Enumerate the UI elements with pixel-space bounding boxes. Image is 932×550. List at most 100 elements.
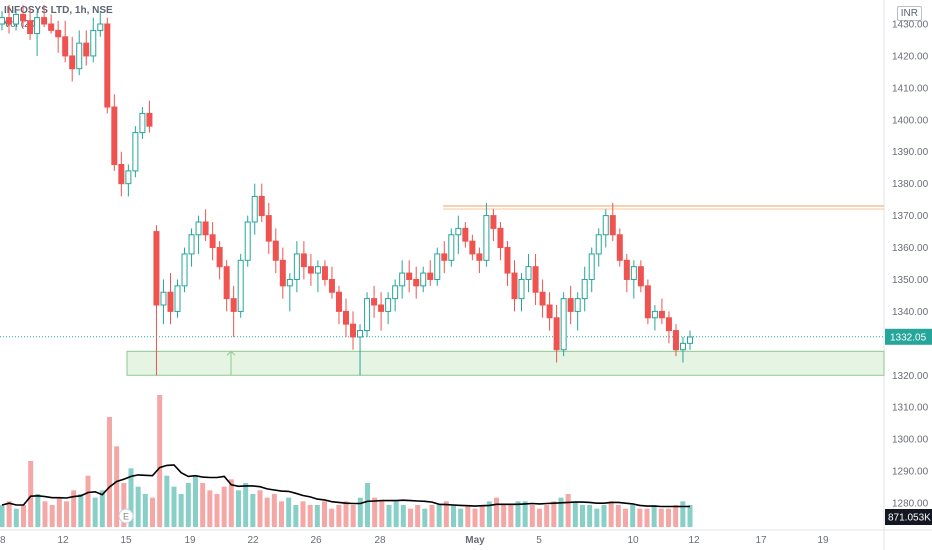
candle-body[interactable] bbox=[385, 298, 392, 312]
candle-body[interactable] bbox=[420, 272, 427, 287]
candle-body[interactable] bbox=[300, 253, 307, 268]
candle-body[interactable] bbox=[265, 215, 272, 242]
candle-body[interactable] bbox=[97, 23, 104, 31]
candle-body[interactable] bbox=[525, 266, 532, 280]
candle-body[interactable] bbox=[62, 36, 69, 57]
candle-body[interactable] bbox=[644, 285, 651, 319]
candle-body[interactable] bbox=[258, 195, 265, 217]
candle-body[interactable] bbox=[335, 291, 342, 312]
candle-body[interactable] bbox=[321, 266, 328, 280]
candle-body[interactable] bbox=[434, 253, 441, 280]
candle-body[interactable] bbox=[343, 310, 349, 325]
candle-body[interactable] bbox=[209, 234, 216, 249]
candle-body[interactable] bbox=[90, 29, 97, 57]
candle-body[interactable] bbox=[371, 298, 378, 306]
candle-body[interactable] bbox=[13, 13, 20, 25]
candle-body[interactable] bbox=[546, 304, 553, 319]
candle-body[interactable] bbox=[567, 298, 574, 312]
candle-body[interactable] bbox=[616, 234, 623, 261]
candle-body[interactable] bbox=[286, 278, 293, 287]
candle-body[interactable] bbox=[202, 221, 209, 236]
candle-body[interactable] bbox=[27, 20, 34, 35]
candle-body[interactable] bbox=[504, 247, 511, 274]
candle-body[interactable] bbox=[399, 272, 406, 287]
candle-body[interactable] bbox=[455, 227, 462, 236]
candle-body[interactable] bbox=[511, 272, 518, 300]
candle-body[interactable] bbox=[167, 291, 174, 312]
support-zone[interactable] bbox=[126, 350, 885, 376]
candle-body[interactable] bbox=[469, 240, 476, 255]
candle-body[interactable] bbox=[251, 195, 258, 223]
candle-body[interactable] bbox=[679, 342, 686, 351]
candle-body[interactable] bbox=[139, 112, 146, 134]
candle-body[interactable] bbox=[146, 112, 153, 127]
candle-body[interactable] bbox=[125, 170, 132, 185]
candle-body[interactable] bbox=[153, 231, 160, 306]
candle-body[interactable] bbox=[69, 55, 76, 70]
candle-body[interactable] bbox=[574, 298, 581, 312]
candle-body[interactable] bbox=[490, 215, 497, 229]
candle-body[interactable] bbox=[55, 29, 62, 38]
candle-body[interactable] bbox=[272, 240, 279, 261]
candle-body[interactable] bbox=[104, 23, 111, 108]
candle-body[interactable] bbox=[83, 42, 90, 57]
candle-body[interactable] bbox=[20, 13, 27, 22]
candle-body[interactable] bbox=[34, 17, 41, 35]
candle-body[interactable] bbox=[483, 215, 490, 261]
candle-body[interactable] bbox=[223, 266, 230, 300]
candle-body[interactable] bbox=[539, 291, 546, 306]
candle-body[interactable] bbox=[364, 298, 371, 332]
candle-body[interactable] bbox=[328, 278, 335, 293]
candle-body[interactable] bbox=[6, 17, 13, 25]
candle-body[interactable] bbox=[672, 330, 679, 351]
candle-body[interactable] bbox=[48, 23, 55, 31]
candle-body[interactable] bbox=[532, 266, 539, 293]
candle-body[interactable] bbox=[160, 291, 167, 306]
candle-body[interactable] bbox=[279, 259, 286, 287]
candle-body[interactable] bbox=[230, 298, 237, 312]
candle-body[interactable] bbox=[560, 298, 567, 351]
candle-body[interactable] bbox=[476, 253, 483, 261]
candle-body[interactable] bbox=[237, 259, 244, 312]
candle-body[interactable] bbox=[132, 132, 139, 172]
candle-body[interactable] bbox=[441, 253, 448, 261]
candle-body[interactable] bbox=[357, 330, 364, 338]
candle-body[interactable] bbox=[406, 272, 413, 280]
currency-badge[interactable]: INR bbox=[896, 6, 922, 21]
candle-body[interactable] bbox=[350, 323, 357, 338]
candle-body[interactable] bbox=[637, 266, 644, 287]
candle-body[interactable] bbox=[0, 17, 5, 25]
candle-body[interactable] bbox=[378, 304, 385, 312]
candle-body[interactable] bbox=[293, 253, 300, 280]
candle-body[interactable] bbox=[195, 221, 202, 236]
candle-body[interactable] bbox=[553, 317, 560, 351]
candle-body[interactable] bbox=[518, 278, 525, 300]
candle-body[interactable] bbox=[497, 227, 504, 249]
candle-body[interactable] bbox=[216, 247, 223, 268]
earnings-marker[interactable] bbox=[118, 508, 134, 524]
candle-body[interactable] bbox=[111, 106, 118, 166]
candle-body[interactable] bbox=[651, 310, 658, 319]
candle-body[interactable] bbox=[181, 253, 188, 287]
candle-body[interactable] bbox=[76, 42, 83, 70]
candle-body[interactable] bbox=[307, 266, 314, 274]
candle-body[interactable] bbox=[118, 164, 125, 185]
candle-body[interactable] bbox=[41, 17, 48, 25]
candle-body[interactable] bbox=[392, 285, 399, 300]
candle-body[interactable] bbox=[427, 272, 434, 280]
candle-body[interactable] bbox=[602, 215, 609, 236]
candle-body[interactable] bbox=[623, 259, 630, 280]
candle-body[interactable] bbox=[665, 317, 672, 332]
candle-body[interactable] bbox=[188, 234, 195, 255]
candle-body[interactable] bbox=[413, 278, 420, 287]
candle-body[interactable] bbox=[244, 221, 251, 261]
candle-body[interactable] bbox=[314, 266, 321, 274]
candle-body[interactable] bbox=[448, 234, 455, 261]
candle-body[interactable] bbox=[609, 215, 616, 236]
candle-body[interactable] bbox=[462, 227, 469, 242]
candle-body[interactable] bbox=[595, 234, 602, 255]
candle-body[interactable] bbox=[687, 336, 693, 344]
candle-body[interactable] bbox=[588, 253, 595, 280]
candle-body[interactable] bbox=[581, 278, 588, 300]
